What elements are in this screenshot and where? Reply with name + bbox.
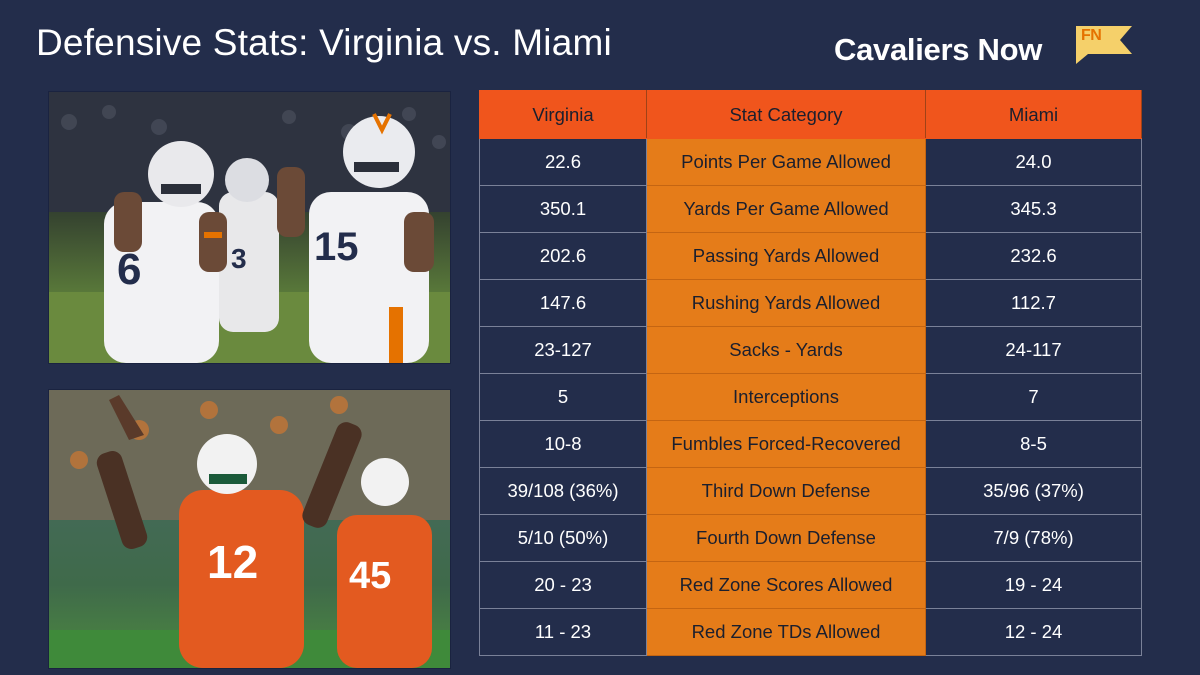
virginia-value: 350.1 (479, 185, 647, 233)
miami-value: 232.6 (925, 232, 1142, 280)
brand-name: Cavaliers Now (834, 32, 1043, 67)
fn-flag-icon (1076, 26, 1132, 64)
miami-players-photo: 12 45 (48, 389, 451, 669)
stat-category: Rushing Yards Allowed (646, 279, 926, 327)
header-stat-category: Stat Category (646, 90, 926, 139)
table-row: 11 - 23 Red Zone TDs Allowed 12 - 24 (479, 608, 1142, 656)
table-row: 10-8 Fumbles Forced-Recovered 8-5 (479, 420, 1142, 468)
virginia-value: 39/108 (36%) (479, 467, 647, 515)
stat-category: Fourth Down Defense (646, 514, 926, 562)
table-row: 20 - 23 Red Zone Scores Allowed 19 - 24 (479, 561, 1142, 609)
virginia-value: 10-8 (479, 420, 647, 468)
jersey-number-6: 6 (117, 245, 141, 294)
jersey-number-3: 3 (231, 243, 247, 274)
virginia-value: 20 - 23 (479, 561, 647, 609)
miami-value: 7/9 (78%) (925, 514, 1142, 562)
miami-value: 24.0 (925, 138, 1142, 186)
virginia-value: 5/10 (50%) (479, 514, 647, 562)
jersey-number-15: 15 (314, 225, 359, 269)
stat-category: Third Down Defense (646, 467, 926, 515)
table-row: 147.6 Rushing Yards Allowed 112.7 (479, 279, 1142, 327)
stat-category: Interceptions (646, 373, 926, 421)
table-header-row: Virginia Stat Category Miami (479, 90, 1142, 139)
stat-category: Fumbles Forced-Recovered (646, 420, 926, 468)
jersey-number-12: 12 (207, 536, 258, 588)
miami-value: 12 - 24 (925, 608, 1142, 656)
brand-logo-text: FN (1081, 27, 1102, 44)
miami-value: 19 - 24 (925, 561, 1142, 609)
stat-category: Passing Yards Allowed (646, 232, 926, 280)
stat-category: Sacks - Yards (646, 326, 926, 374)
brand-logo[interactable]: Cavaliers Now FN (834, 22, 1144, 72)
virginia-players-photo: 6 15 3 (48, 91, 451, 364)
virginia-value: 202.6 (479, 232, 647, 280)
table-row: 5/10 (50%) Fourth Down Defense 7/9 (78%) (479, 514, 1142, 562)
table-row: 202.6 Passing Yards Allowed 232.6 (479, 232, 1142, 280)
miami-value: 8-5 (925, 420, 1142, 468)
jersey-number-45: 45 (349, 555, 391, 597)
miami-value: 112.7 (925, 279, 1142, 327)
virginia-value: 22.6 (479, 138, 647, 186)
table-row: 22.6 Points Per Game Allowed 24.0 (479, 138, 1142, 186)
stat-category: Red Zone Scores Allowed (646, 561, 926, 609)
miami-value: 7 (925, 373, 1142, 421)
virginia-value: 11 - 23 (479, 608, 647, 656)
virginia-value: 147.6 (479, 279, 647, 327)
page-title: Defensive Stats: Virginia vs. Miami (36, 22, 612, 63)
table-row: 23-127 Sacks - Yards 24-117 (479, 326, 1142, 374)
header-miami: Miami (925, 90, 1142, 139)
miami-value: 24-117 (925, 326, 1142, 374)
virginia-value: 5 (479, 373, 647, 421)
stat-category: Points Per Game Allowed (646, 138, 926, 186)
table-row: 350.1 Yards Per Game Allowed 345.3 (479, 185, 1142, 233)
stat-category: Yards Per Game Allowed (646, 185, 926, 233)
header-virginia: Virginia (479, 90, 647, 139)
table-row: 5 Interceptions 7 (479, 373, 1142, 421)
stat-category: Red Zone TDs Allowed (646, 608, 926, 656)
miami-value: 345.3 (925, 185, 1142, 233)
virginia-value: 23-127 (479, 326, 647, 374)
table-row: 39/108 (36%) Third Down Defense 35/96 (3… (479, 467, 1142, 515)
defensive-stats-table: Virginia Stat Category Miami 22.6 Points… (479, 90, 1142, 656)
miami-value: 35/96 (37%) (925, 467, 1142, 515)
